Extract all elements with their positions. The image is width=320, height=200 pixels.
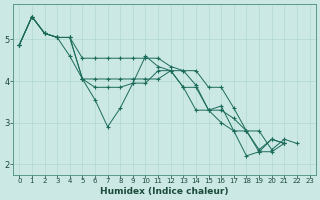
- X-axis label: Humidex (Indice chaleur): Humidex (Indice chaleur): [100, 187, 229, 196]
